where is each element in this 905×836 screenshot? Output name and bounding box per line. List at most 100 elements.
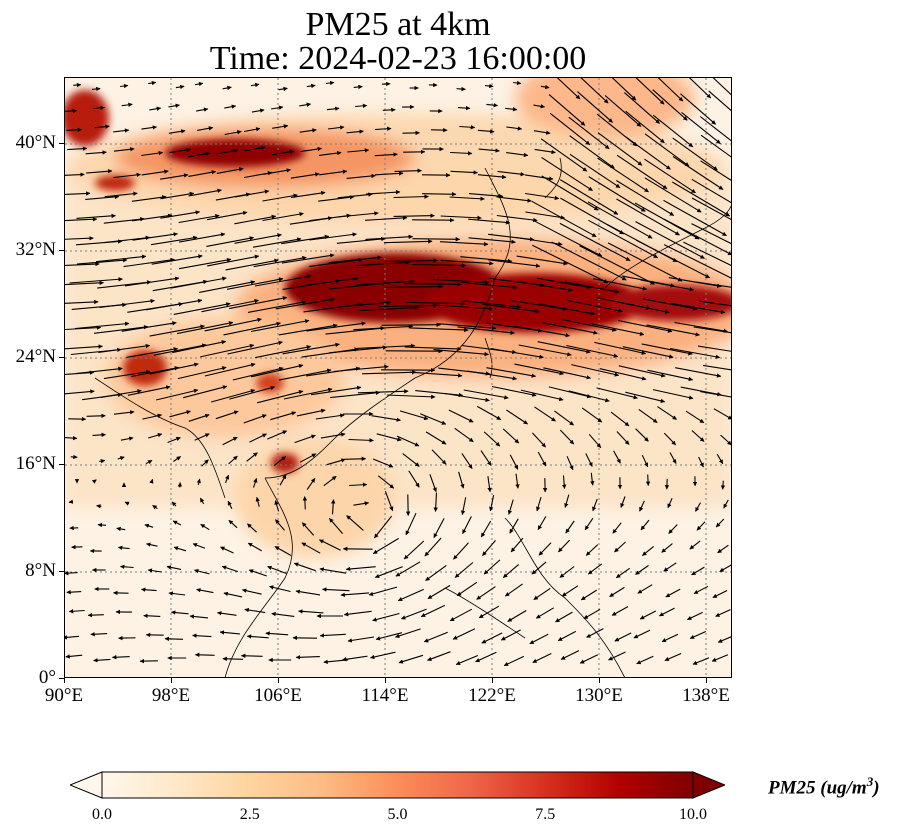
wind-arrow bbox=[532, 244, 609, 284]
wind-arrow bbox=[206, 236, 255, 247]
wind-arrow bbox=[612, 522, 622, 534]
wind-arrow bbox=[92, 432, 106, 438]
wind-arrow bbox=[344, 456, 367, 462]
wind-arrow bbox=[347, 148, 370, 153]
wind-arrow bbox=[510, 537, 524, 553]
wind-arrow bbox=[224, 474, 230, 484]
wind-arrow bbox=[531, 200, 597, 238]
wind-arrow bbox=[596, 387, 638, 400]
wind-arrow bbox=[625, 136, 671, 170]
wind-arrow bbox=[559, 222, 631, 262]
wind-arrow bbox=[65, 191, 91, 196]
wind-arrow bbox=[642, 545, 654, 557]
wind-arrow bbox=[497, 170, 525, 177]
wind-arrow bbox=[378, 303, 438, 308]
wind-arrow bbox=[715, 609, 731, 617]
wind-arrow bbox=[541, 175, 599, 211]
wind-arrow bbox=[635, 565, 649, 575]
wind-arrow bbox=[537, 341, 591, 354]
wind-arrow bbox=[496, 214, 538, 223]
wind-arrow bbox=[113, 172, 142, 179]
wind-arrow bbox=[228, 455, 238, 465]
wind-arrow bbox=[244, 145, 266, 152]
wind-arrow bbox=[290, 172, 320, 179]
wind-arrow bbox=[510, 299, 568, 312]
wind-arrow bbox=[670, 347, 721, 359]
wind-arrow bbox=[251, 108, 265, 113]
colorbar-tick-label: 5.0 bbox=[387, 806, 408, 823]
wind-arrow bbox=[560, 650, 580, 660]
wind-arrow bbox=[712, 590, 728, 598]
wind-arrow bbox=[86, 169, 113, 174]
wind-arrow bbox=[440, 259, 494, 266]
wind-arrow bbox=[229, 295, 288, 310]
wind-arrow bbox=[520, 389, 564, 402]
wind-arrow bbox=[244, 607, 266, 614]
wind-arrow bbox=[175, 84, 185, 90]
wind-arrow bbox=[299, 102, 312, 107]
wind-arrow bbox=[463, 389, 509, 400]
wind-arrow bbox=[720, 434, 731, 446]
wind-arrow bbox=[625, 110, 665, 144]
wind-arrow bbox=[255, 345, 312, 359]
wind-arrow bbox=[535, 607, 554, 619]
wind-arrow bbox=[524, 174, 554, 181]
wind-arrow bbox=[65, 280, 104, 286]
wind-arrow bbox=[561, 585, 579, 597]
wind-arrow bbox=[645, 474, 651, 486]
wind-arrow bbox=[577, 91, 613, 123]
wind-arrow bbox=[68, 609, 85, 614]
wind-arrow bbox=[265, 631, 289, 636]
wind-arrow bbox=[657, 78, 684, 102]
wind-arrow bbox=[491, 385, 537, 397]
wind-arrow bbox=[691, 430, 705, 442]
wind-arrow bbox=[680, 93, 716, 125]
wind-arrow bbox=[296, 408, 326, 417]
wind-arrow bbox=[113, 410, 135, 415]
gridlines bbox=[65, 78, 731, 677]
lat-tick-label: 8°N bbox=[25, 560, 56, 581]
wind-arrow bbox=[571, 364, 620, 377]
wind-arrow bbox=[448, 409, 474, 423]
wind-arrow bbox=[194, 568, 210, 575]
wind-arrow bbox=[382, 107, 396, 113]
wind-arrow bbox=[199, 497, 205, 505]
wind-arrow bbox=[459, 125, 476, 130]
wind-arrow bbox=[120, 436, 134, 441]
wind-arrow bbox=[143, 613, 161, 618]
wind-arrow bbox=[206, 210, 248, 221]
wind-arrow bbox=[431, 449, 447, 465]
wind-arrow bbox=[531, 432, 547, 448]
wind-arrow bbox=[671, 302, 726, 315]
colorbar-title-end: ) bbox=[873, 777, 880, 799]
wind-arrow bbox=[365, 215, 408, 221]
lon-tick-mark bbox=[171, 678, 172, 683]
lon-tick-label: 106°E bbox=[254, 685, 302, 706]
wind-arrow bbox=[252, 237, 302, 248]
wind-arrow bbox=[329, 345, 388, 354]
wind-arrow bbox=[663, 199, 727, 237]
wind-arrow bbox=[587, 563, 603, 575]
wind-arrow bbox=[423, 631, 448, 643]
wind-arrow bbox=[323, 475, 337, 487]
wind-arrow bbox=[691, 178, 731, 204]
wind-arrow bbox=[692, 657, 710, 665]
map-canvas bbox=[65, 78, 731, 677]
wind-arrow bbox=[232, 366, 284, 381]
wind-arrow bbox=[587, 201, 653, 239]
wind-arrow bbox=[663, 218, 731, 256]
wind-arrow bbox=[96, 504, 102, 509]
wind-arrow bbox=[696, 281, 731, 288]
wind-arrow bbox=[346, 129, 364, 134]
wind-arrow bbox=[152, 504, 158, 510]
wind-arrow bbox=[460, 256, 513, 264]
wind-arrow bbox=[609, 586, 625, 598]
wind-arrow bbox=[65, 261, 100, 267]
wind-arrow bbox=[348, 438, 374, 443]
wind-arrow bbox=[227, 340, 283, 355]
wind-arrow bbox=[309, 257, 364, 267]
wind-arrow bbox=[713, 408, 731, 420]
wind-arrow bbox=[211, 388, 256, 403]
wind-arrow bbox=[590, 472, 595, 486]
wind-arrow bbox=[505, 107, 518, 112]
